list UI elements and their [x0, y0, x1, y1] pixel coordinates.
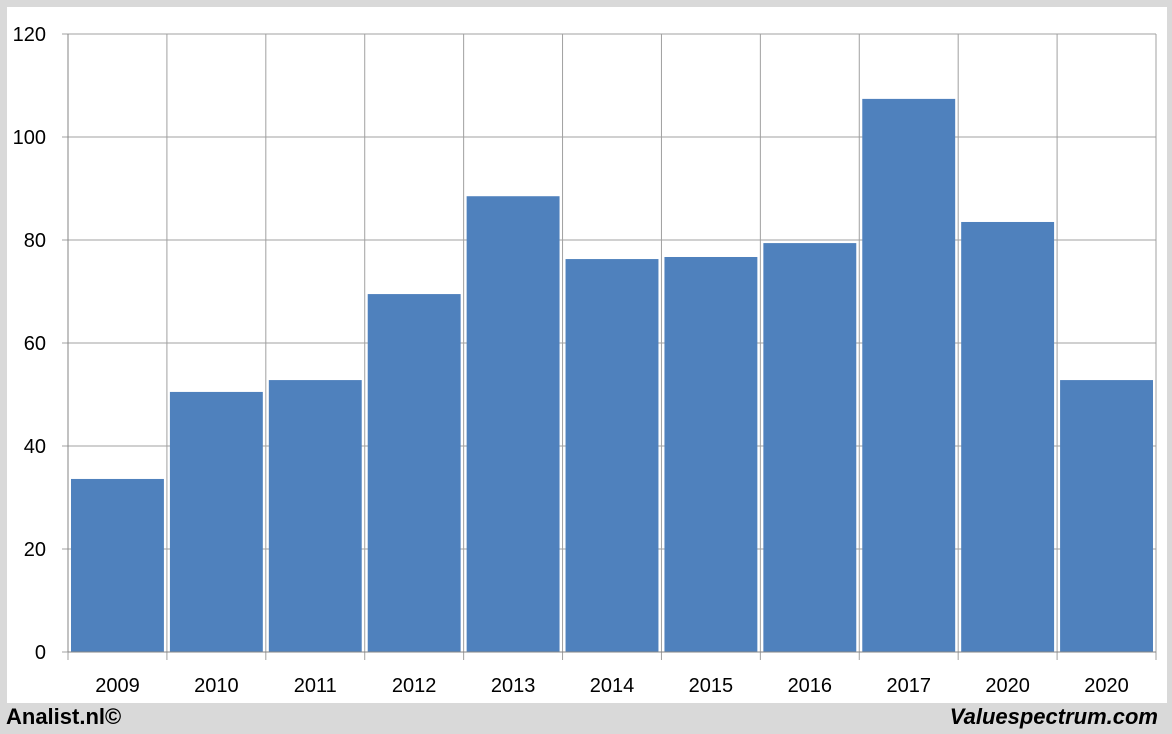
bar — [268, 380, 362, 652]
bar — [71, 478, 164, 652]
bar — [367, 294, 461, 652]
x-tick-label: 2011 — [294, 675, 337, 697]
y-tick-label: 120 — [13, 24, 46, 46]
y-tick-label: 0 — [35, 642, 46, 664]
x-tick-label: 2013 — [491, 675, 536, 697]
y-tick-label: 20 — [24, 539, 46, 561]
x-tick-label: 2015 — [689, 675, 734, 697]
footer-left-logo: Analist.nl© — [6, 704, 122, 729]
x-tick-label: 2020 — [1084, 675, 1129, 697]
x-tick-label: 2009 — [95, 675, 140, 697]
bar — [565, 259, 659, 652]
x-tick-label: 2010 — [194, 675, 239, 697]
x-tick-label: 2012 — [392, 675, 437, 697]
y-tick-label: 60 — [24, 333, 46, 355]
x-tick-label: 2020 — [985, 675, 1030, 697]
x-tick-label: 2014 — [590, 675, 635, 697]
y-tick-label: 100 — [13, 127, 46, 149]
bar — [862, 98, 956, 652]
y-tick-label: 80 — [24, 230, 46, 252]
bar — [466, 196, 560, 652]
bar — [1060, 380, 1153, 652]
footer-right-logo: Valuespectrum.com — [949, 704, 1158, 729]
bar — [763, 243, 857, 652]
x-tick-label: 2016 — [788, 675, 833, 697]
bar — [961, 221, 1055, 652]
x-tick-label: 2017 — [886, 675, 931, 697]
bar — [169, 391, 263, 652]
y-tick-label: 40 — [24, 436, 46, 458]
bar — [664, 256, 758, 652]
